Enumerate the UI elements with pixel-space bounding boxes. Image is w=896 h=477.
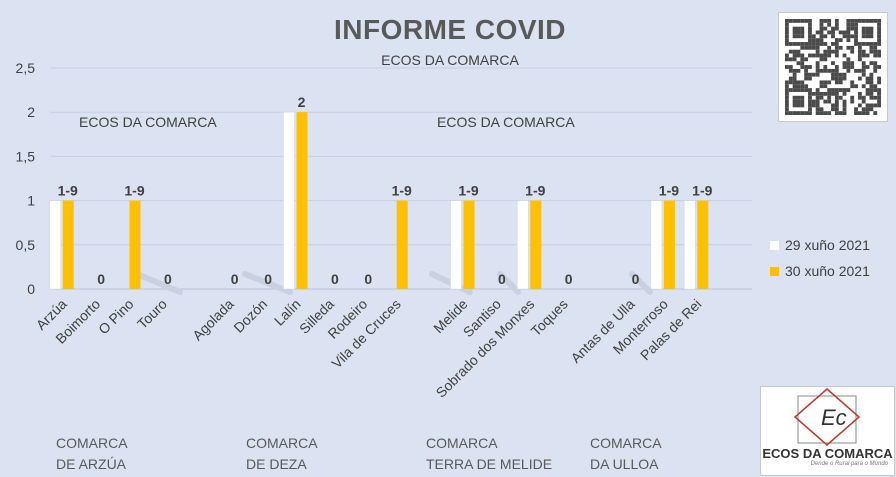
bar-30-xuno — [463, 200, 475, 289]
group-label-melide: COMARCA TERRA DE MELIDE — [426, 435, 553, 472]
logo-tagline: Dende o Rural para o Mundo — [810, 461, 888, 467]
data-label: 0 — [164, 271, 172, 287]
bar-30-xuno — [62, 200, 74, 289]
bar-30-xuno — [530, 200, 542, 289]
legend: 29 xuño 2021 30 xuño 2021 — [770, 232, 870, 284]
data-label: 1-9 — [525, 183, 545, 199]
data-label: 0 — [632, 271, 640, 287]
logo-monogram: Ec — [821, 405, 847, 430]
bar-29-xuno — [650, 200, 663, 290]
legend-item-30-xuno: 30 xuño 2021 — [770, 258, 870, 284]
legend-label: 30 xuño 2021 — [785, 263, 870, 279]
bar-shadow — [497, 271, 521, 295]
qr-code-icon — [785, 19, 881, 115]
group-label-ulloa: COMARCA DA ULLOA — [590, 435, 662, 472]
group-label-deza: COMARCA DE DEZA — [246, 435, 318, 472]
data-label: 0 — [565, 271, 573, 287]
bar-29-xuno — [283, 111, 295, 290]
bar-29-xuno — [517, 200, 529, 290]
data-label: 1-9 — [659, 183, 679, 199]
data-label: 1-9 — [458, 183, 478, 199]
data-label: 0 — [331, 271, 339, 287]
watermark-center: ECOS DA COMARCA — [437, 114, 575, 130]
bar-shadow — [242, 271, 293, 295]
legend-item-29-xuno: 29 xuño 2021 — [770, 232, 870, 258]
y-tick-label: 0,5 — [16, 237, 36, 253]
y-tick-label: 2 — [27, 104, 35, 120]
data-label: 0 — [97, 271, 105, 287]
bar-29-xuno — [450, 200, 462, 290]
bar-30-xuno — [129, 200, 141, 289]
bar-30-xuno — [296, 112, 308, 289]
bar-shadow — [134, 271, 183, 295]
y-tick-label: 1,5 — [16, 148, 36, 164]
bar-30-xuno — [663, 200, 675, 289]
x-tick-label: Agolada — [189, 296, 237, 344]
data-label: 1-9 — [692, 183, 712, 199]
y-tick-label: 1 — [27, 193, 35, 209]
y-tick-label: 2,5 — [16, 60, 36, 76]
data-label: 0 — [264, 271, 272, 287]
data-label: 0 — [498, 271, 506, 287]
bar-29-xuno — [49, 200, 61, 290]
data-label: 1-9 — [124, 183, 144, 199]
y-tick-label: 0 — [27, 281, 35, 297]
x-tick-label: Dozón — [230, 296, 270, 336]
bar-30-xuno — [697, 200, 709, 289]
x-tick-label: Toques — [528, 296, 571, 339]
chart-title: INFORME COVID — [333, 14, 567, 45]
ecos-da-comarca-logo: Ec ECOS DA COMARCA Dende o Rural para o … — [760, 386, 895, 476]
legend-swatch-orange — [770, 266, 779, 276]
watermark-left: ECOS DA COMARCA — [79, 114, 217, 130]
legend-label: 29 xuño 2021 — [785, 237, 870, 253]
bar-30-xuno — [396, 200, 408, 289]
qr-code — [778, 12, 888, 122]
group-label-arzua: COMARCA DE ARZÚA — [56, 435, 128, 472]
bar-29-xuno — [684, 200, 696, 290]
x-tick-label: Touro — [134, 296, 170, 332]
chart-subtitle: ECOS DA COMARCA — [381, 52, 519, 68]
logo-mark-icon: Ec — [793, 388, 861, 446]
bar-shadow — [629, 271, 653, 295]
data-label: 2 — [298, 94, 306, 110]
data-label: 1-9 — [392, 183, 412, 199]
data-label: 0 — [364, 271, 372, 287]
logo-name: ECOS DA COMARCA — [762, 446, 893, 461]
x-tick-label: O Pino — [95, 296, 137, 338]
legend-swatch-white — [770, 240, 779, 250]
data-label: 1-9 — [58, 183, 78, 199]
data-label: 0 — [231, 271, 239, 287]
